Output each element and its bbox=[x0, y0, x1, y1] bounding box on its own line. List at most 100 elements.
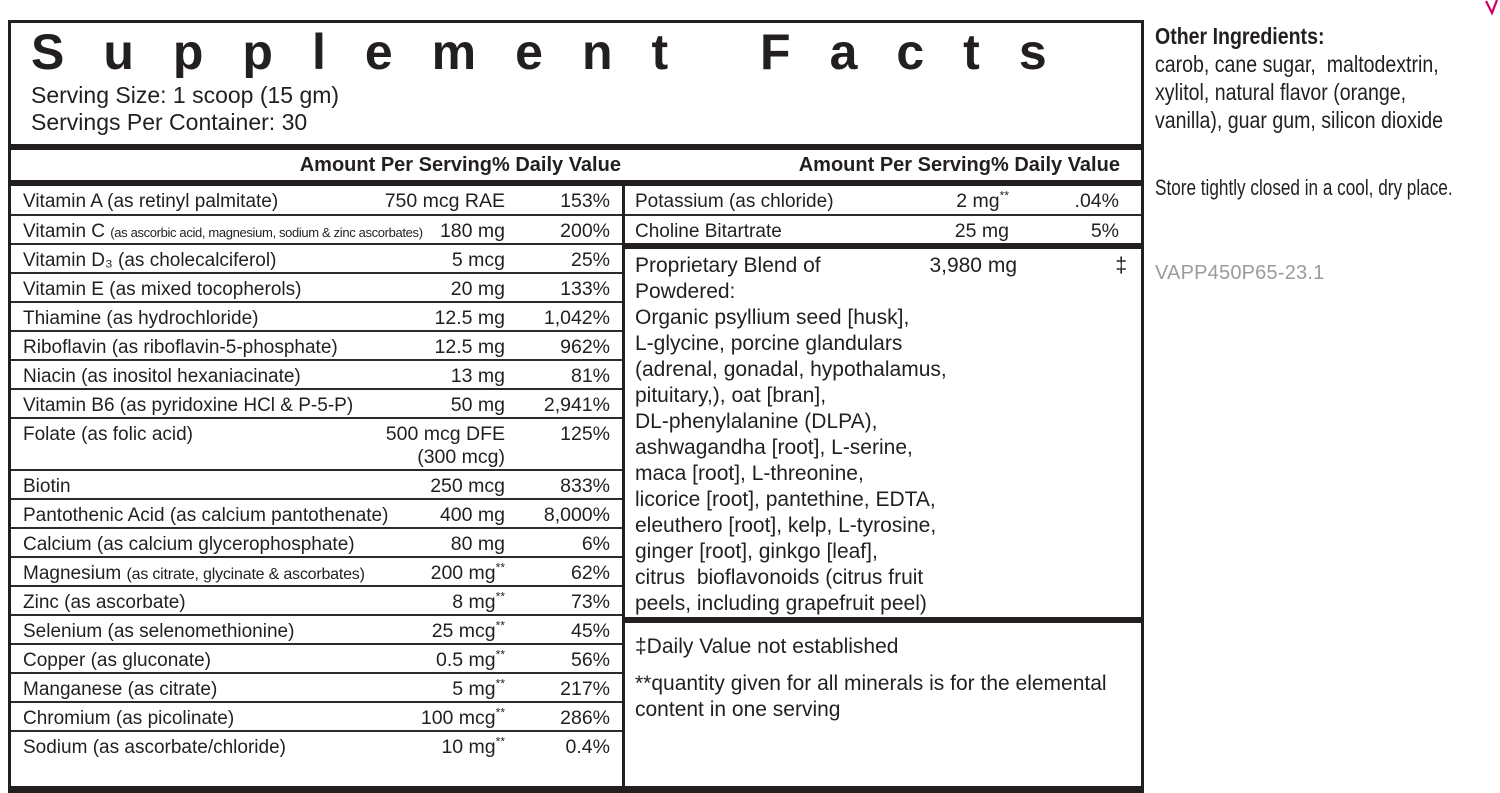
nutrient-daily-value: 8,000% bbox=[543, 504, 610, 526]
nutrient-name: Thiamine (as hydrochloride) bbox=[23, 308, 259, 330]
nutrient-name-main: Vitamin B6 (as pyridoxine HCl & P-5-P) bbox=[23, 395, 354, 416]
vertical-divider bbox=[622, 186, 625, 786]
column-header-daily-value: % Daily Value bbox=[492, 153, 621, 176]
nutrient-name-main: Vitamin A (as retinyl palmitate) bbox=[23, 191, 279, 212]
nutrient-amount-superscript: ** bbox=[999, 188, 1009, 203]
nutrient-daily-value: 286% bbox=[560, 707, 610, 729]
nutrient-amount: 5 mcg bbox=[276, 249, 505, 272]
nutrient-row: Vitamin B6 (as pyridoxine HCl & P-5-P) 5… bbox=[11, 388, 622, 417]
column-header-amount: Amount Per Serving bbox=[798, 153, 991, 176]
nutrient-name-main: Choline Bitartrate bbox=[635, 221, 782, 242]
nutrient-daily-value: 1,042% bbox=[543, 307, 610, 329]
nutrient-amount: 5 mg** bbox=[217, 678, 505, 701]
nutrient-amount-secondary: (300 mcg) bbox=[417, 446, 505, 468]
nutrient-amount-superscript: ** bbox=[495, 676, 505, 691]
nutrient-row: Niacin (as inositol hexaniacinate) 13 mg… bbox=[11, 359, 622, 388]
nutrient-columns: Vitamin A (as retinyl palmitate) 750 mcg… bbox=[11, 186, 1141, 786]
supplement-facts-panel: Supplement Facts Serving Size: 1 scoop (… bbox=[8, 20, 1144, 793]
nutrient-row: Vitamin A (as retinyl palmitate) 750 mcg… bbox=[11, 186, 622, 214]
blend-name: Proprietary Blend of bbox=[635, 254, 821, 277]
panel-title: Supplement Facts bbox=[31, 24, 1086, 78]
nutrient-daily-value: 45% bbox=[570, 620, 610, 642]
nutrient-name-main: Biotin bbox=[23, 476, 71, 497]
nutrient-name-main: Folate (as folic acid) bbox=[23, 424, 194, 445]
nutrient-column-left: Vitamin A (as retinyl palmitate) 750 mcg… bbox=[11, 186, 622, 786]
nutrient-name: Chromium (as picolinate) bbox=[23, 708, 234, 730]
nutrient-name: Sodium (as ascorbate/chloride) bbox=[23, 737, 286, 759]
nutrient-name-main: Magnesium bbox=[23, 563, 122, 584]
nutrient-row: Pantothenic Acid (as calcium pantothenat… bbox=[11, 498, 622, 527]
nutrient-name-main: Potassium (as chloride) bbox=[635, 191, 834, 212]
nutrient-amount-value: 180 mg bbox=[439, 220, 505, 242]
nutrient-daily-value: 200% bbox=[560, 220, 610, 242]
nutrient-amount: 0.5 mg** bbox=[211, 649, 505, 672]
nutrient-amount-value: 80 mg bbox=[450, 533, 505, 555]
nutrient-amount-value: 25 mg bbox=[954, 220, 1009, 242]
nutrient-row: Choline Bitartrate 25 mg 5% bbox=[625, 214, 1141, 243]
column-header-amount: Amount Per Serving bbox=[299, 153, 492, 176]
nutrient-amount: 25 mg bbox=[782, 220, 1009, 243]
nutrient-name-main: Chromium (as picolinate) bbox=[23, 708, 235, 729]
nutrient-row: Vitamin D₃ (as cholecalciferol) 5 mcg 25… bbox=[11, 243, 622, 272]
nutrient-amount: 200 mg** bbox=[365, 562, 505, 585]
nutrient-daily-value: 2,941% bbox=[543, 394, 610, 416]
nutrient-name: Potassium (as chloride) bbox=[635, 191, 834, 213]
nutrient-row: Chromium (as picolinate) 100 mcg** 286% bbox=[11, 701, 622, 730]
nutrient-row: Manganese (as citrate) 5 mg** 217% bbox=[11, 672, 622, 701]
nutrient-name-main: Sodium (as ascorbate/chloride) bbox=[23, 737, 286, 758]
nutrient-name-main: Calcium (as calcium glycerophosphate) bbox=[23, 534, 355, 555]
column-header-daily-value: % Daily Value bbox=[991, 153, 1120, 176]
footnote-minerals: **quantity given for all minerals is for… bbox=[635, 672, 1107, 721]
nutrient-name: Riboflavin (as riboflavin-5-phosphate) bbox=[23, 337, 338, 359]
nutrient-daily-value: 6% bbox=[581, 533, 610, 555]
nutrient-name: Zinc (as ascorbate) bbox=[23, 592, 186, 614]
nutrient-amount: 750 mcg RAE bbox=[278, 190, 505, 213]
nutrient-daily-value: 962% bbox=[560, 336, 610, 358]
nutrient-amount: 100 mcg** bbox=[234, 707, 505, 730]
nutrient-amount: 250 mcg bbox=[71, 475, 505, 498]
nutrient-amount-superscript: ** bbox=[495, 589, 505, 604]
nutrient-name: Choline Bitartrate bbox=[635, 221, 782, 243]
nutrient-name-main: Vitamin D₃ (as cholecalciferol) bbox=[23, 250, 277, 271]
nutrient-daily-value: 5% bbox=[1090, 220, 1119, 242]
nutrient-amount: 25 mcg** bbox=[294, 620, 505, 643]
nutrient-amount-superscript: ** bbox=[495, 734, 505, 749]
storage-instructions: Store tightly closed in a cool, dry plac… bbox=[1155, 175, 1453, 200]
nutrient-amount-value: 25 mcg bbox=[431, 620, 496, 642]
nutrient-amount-value: 5 mg bbox=[452, 678, 496, 700]
nutrient-row: Vitamin C (as ascorbic acid, magnesium, … bbox=[11, 214, 622, 243]
nutrient-name-detail: (as citrate, glycinate & ascorbates) bbox=[126, 566, 365, 583]
nutrient-amount: 400 mg bbox=[388, 504, 505, 527]
divider-bar-top bbox=[11, 144, 1141, 150]
nutrient-name: Vitamin A (as retinyl palmitate) bbox=[23, 191, 278, 213]
nutrient-row: Vitamin E (as mixed tocopherols) 20 mg 1… bbox=[11, 272, 622, 301]
divider-bar-headers bbox=[11, 180, 1141, 186]
nutrient-amount: 80 mg bbox=[355, 533, 505, 556]
servings-per-container: Servings Per Container: 30 bbox=[31, 109, 308, 135]
nutrient-daily-value: 62% bbox=[570, 562, 610, 584]
nutrient-amount: 20 mg bbox=[301, 278, 505, 301]
nutrient-row: Biotin 250 mcg 833% bbox=[11, 469, 622, 498]
other-ingredients-text: carob, cane sugar, maltodextrin, xylitol… bbox=[1155, 51, 1443, 133]
nutrient-name: Vitamin C (as ascorbic acid, magnesium, … bbox=[23, 221, 423, 243]
footnotes-section: ‡Daily Value not established **quantity … bbox=[625, 623, 1141, 786]
nutrient-name: Pantothenic Acid (as calcium pantothenat… bbox=[23, 505, 388, 527]
nutrient-amount-value: 400 mg bbox=[439, 504, 505, 526]
nutrient-name: Vitamin B6 (as pyridoxine HCl & P-5-P) bbox=[23, 395, 353, 417]
serving-size: Serving Size: 1 scoop (15 gm) bbox=[31, 82, 340, 108]
nutrient-row: Potassium (as chloride) 2 mg** .04% bbox=[625, 186, 1141, 214]
nutrient-name-main: Thiamine (as hydrochloride) bbox=[23, 308, 259, 329]
nutrient-name-main: Niacin (as inositol hexaniacinate) bbox=[23, 366, 301, 387]
nutrient-amount-value: 100 mcg bbox=[420, 707, 496, 729]
nutrient-row: Calcium (as calcium glycerophosphate) 80… bbox=[11, 527, 622, 556]
nutrient-row: Thiamine (as hydrochloride) 12.5 mg 1,04… bbox=[11, 301, 622, 330]
other-ingredients-title: Other Ingredients: bbox=[1155, 23, 1325, 49]
nutrient-row: Selenium (as selenomethionine) 25 mcg** … bbox=[11, 614, 622, 643]
nutrient-daily-value: 0.4% bbox=[565, 736, 610, 758]
nutrient-amount-value: 2 mg bbox=[956, 190, 1000, 212]
nutrient-name: Biotin bbox=[23, 476, 71, 498]
nutrient-amount-value: 200 mg bbox=[430, 562, 496, 584]
nutrient-name-main: Manganese (as citrate) bbox=[23, 679, 218, 700]
nutrient-row: Magnesium (as citrate, glycinate & ascor… bbox=[11, 556, 622, 585]
